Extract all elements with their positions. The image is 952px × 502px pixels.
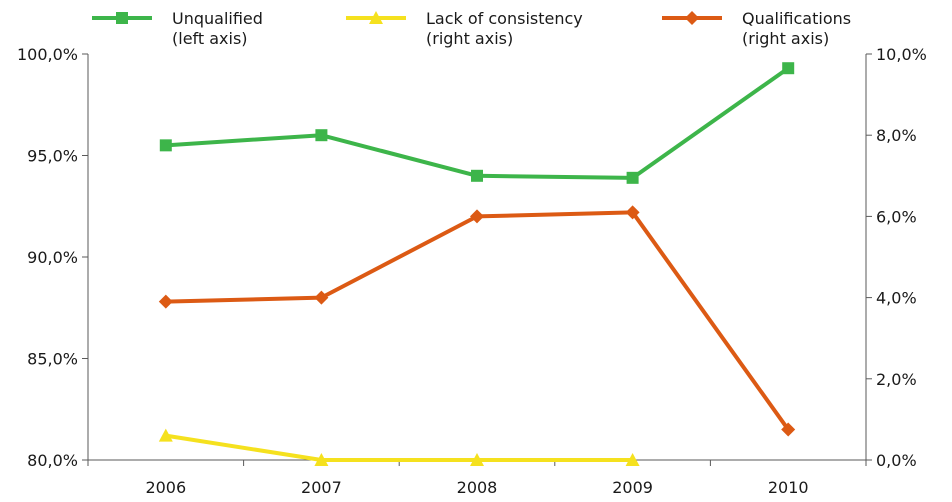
- left-axis-tick-label: 95,0%: [27, 147, 78, 166]
- data-point: [314, 290, 329, 305]
- legend-label: Unqualified: [172, 9, 263, 28]
- data-point: [470, 453, 484, 466]
- right-axis-tick-label: 2,0%: [876, 370, 917, 389]
- data-point: [159, 139, 172, 152]
- right-axis-tick-label: 6,0%: [876, 207, 917, 226]
- data-point: [781, 422, 796, 437]
- series-diamond: [158, 205, 796, 437]
- data-point: [470, 209, 484, 224]
- legend-label-axis: (right axis): [426, 29, 513, 48]
- series-group: [158, 62, 796, 466]
- legend-marker: [369, 11, 383, 24]
- right-axis-tick-label: 4,0%: [876, 289, 917, 308]
- series-triangle: [158, 428, 640, 466]
- data-point: [625, 205, 640, 220]
- legend-item: Qualifications(right axis): [662, 9, 851, 48]
- data-point: [158, 294, 173, 309]
- legend-label: Qualifications: [742, 9, 851, 28]
- x-axis-tick-label: 2008: [457, 478, 498, 497]
- data-point: [626, 171, 639, 184]
- x-axis-tick-label: 2009: [612, 478, 653, 497]
- series-line: [165, 433, 633, 462]
- axes: 80,0% 85,0% 90,0% 95,0% 100,0% 0,0% 2,0% 4,0% 6,…: [17, 45, 927, 497]
- legend-label-axis: (left axis): [172, 29, 248, 48]
- data-point: [471, 169, 483, 182]
- right-axis-tick-label: 10,0%: [876, 45, 927, 64]
- data-point: [625, 453, 640, 466]
- legend-label: Lack of consistency: [426, 9, 583, 28]
- x-axis-tick-label: 2006: [145, 478, 186, 497]
- legend-item: Lack of consistency(right axis): [346, 9, 583, 48]
- left-axis-tick-label: 100,0%: [17, 45, 78, 64]
- legend-label-axis: (right axis): [742, 29, 829, 48]
- legend: Unqualified(left axis) Lack of consistenc…: [92, 9, 851, 48]
- right-axis-tick-label: 8,0%: [876, 126, 917, 145]
- left-axis-tick-label: 90,0%: [27, 248, 78, 267]
- series-line: [165, 66, 790, 180]
- series-line: [165, 210, 790, 431]
- left-axis-tick-label: 85,0%: [27, 350, 78, 369]
- right-axis-tick-label: 0,0%: [876, 451, 917, 470]
- x-axis-tick-label: 2010: [768, 478, 809, 497]
- series-square: [159, 62, 795, 184]
- data-point: [315, 129, 328, 142]
- legend-item: Unqualified(left axis): [92, 9, 263, 48]
- data-point: [314, 453, 329, 466]
- legend-marker: [685, 11, 699, 25]
- legend-marker: [116, 12, 128, 24]
- data-point: [782, 62, 795, 75]
- data-point: [158, 428, 173, 442]
- left-axis-tick-label: 80,0%: [27, 451, 78, 470]
- x-axis-tick-label: 2007: [301, 478, 342, 497]
